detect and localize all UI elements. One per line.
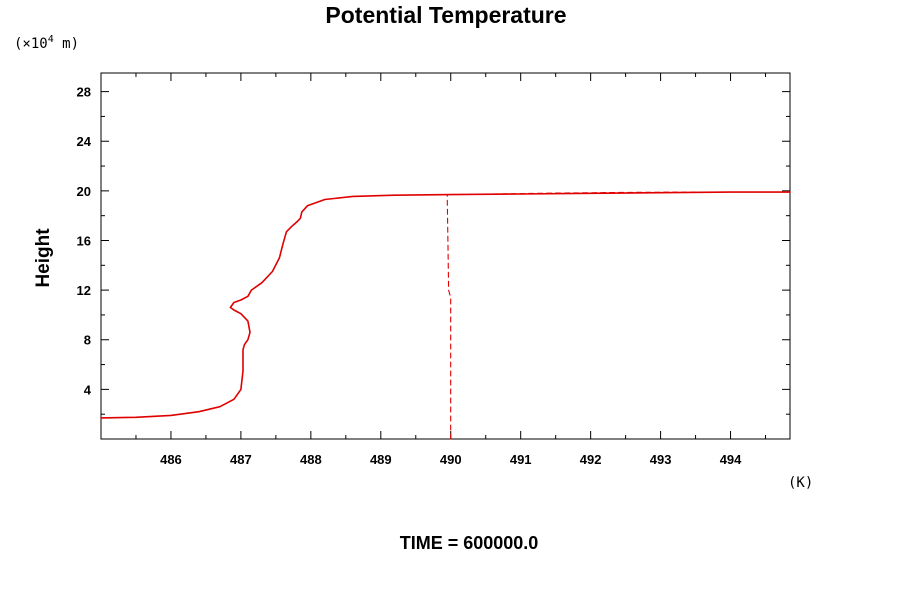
chart-title: Potential Temperature bbox=[325, 2, 566, 28]
y-ticks: 4 8 12 16 20 24 28 bbox=[77, 85, 790, 415]
y-axis-label: Height bbox=[33, 228, 54, 288]
x-tick-label: 490 bbox=[440, 452, 462, 467]
y-tick-label: 28 bbox=[77, 85, 91, 100]
y-unit-suffix: m) bbox=[54, 36, 79, 52]
y-tick-label: 24 bbox=[77, 134, 92, 149]
x-tick-label: 492 bbox=[580, 452, 602, 467]
y-unit-label: (×104 m) bbox=[14, 34, 79, 52]
y-tick-label: 4 bbox=[84, 382, 92, 397]
x-tick-label: 491 bbox=[510, 452, 532, 467]
time-label: TIME = 600000.0 bbox=[400, 533, 539, 553]
y-tick-label: 16 bbox=[77, 233, 91, 248]
x-tick-label: 493 bbox=[650, 452, 672, 467]
y-unit-exponent: 4 bbox=[48, 34, 54, 45]
series-line-dashed bbox=[492, 191, 697, 195]
y-tick-label: 20 bbox=[77, 184, 91, 199]
plot-frame bbox=[100, 72, 791, 440]
x-tick-label: 494 bbox=[720, 452, 742, 467]
series-line-dashed bbox=[446, 194, 452, 440]
x-tick-label: 487 bbox=[230, 452, 252, 467]
x-tick-label: 489 bbox=[370, 452, 392, 467]
series-layer bbox=[100, 191, 791, 440]
y-unit-prefix: (×10 bbox=[14, 36, 48, 52]
y-tick-label: 12 bbox=[77, 283, 91, 298]
y-tick-label: 8 bbox=[84, 333, 91, 348]
series-line-solid bbox=[100, 191, 791, 419]
x-ticks: 486 487 488 489 490 491 492 493 494 bbox=[135, 73, 767, 467]
x-tick-label: 488 bbox=[300, 452, 322, 467]
x-unit-label: (K) bbox=[788, 475, 813, 491]
x-tick-label: 486 bbox=[160, 452, 182, 467]
